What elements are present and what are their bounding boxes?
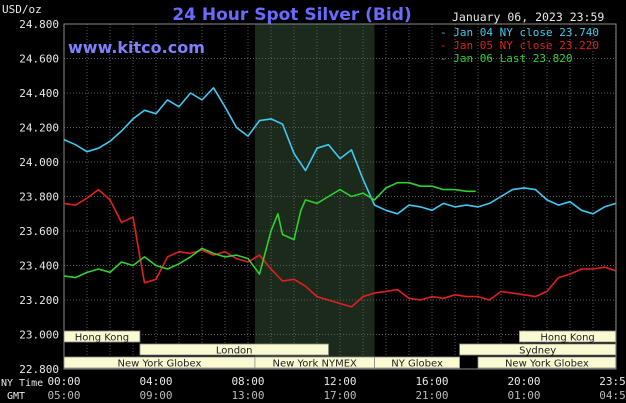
session-label: London [216,346,253,357]
x-tick-label-ny: 16:00 [415,375,448,388]
y-tick-label: 24.600 [19,53,59,66]
x-tick-label-ny: 12:00 [323,375,356,388]
y-unit-label: USD/oz [2,3,42,16]
x-tick-label-gmt: 17:00 [323,389,356,402]
x-tick-label-gmt: 01:00 [507,389,540,402]
y-tick-labels: 22.800 23.000 23.200 23.400 23.600 23.800 24.0… [19,18,59,376]
x-tick-label-ny: 00:00 [47,375,80,388]
x-tick-label-gmt: 13:00 [231,389,264,402]
session-rect [519,330,617,343]
session-label: New York NYMEX [273,359,358,370]
y-tick-label: 23.400 [19,260,59,273]
session-label: Hong Kong [540,333,594,344]
session-box: Hong Kong [519,330,617,344]
session-label: Sydney [519,346,556,357]
session-box: New York NYMEX [254,356,375,370]
legend: - Jan 04 NY close 23.740- Jan 05 NY clos… [440,26,599,65]
session-rect [477,356,617,369]
legend-entry: - Jan 06 Last 23.820 [440,52,572,65]
series-line [63,181,476,279]
session-label: New York Globex [505,359,589,370]
x-tick-label-gmt: 09:00 [139,389,172,402]
x-tick-label-ny: 08:00 [231,375,264,388]
session-label: Hong Kong [75,333,129,344]
legend-entry: - Jan 05 NY close 23.220 [440,39,599,52]
x-tick-label-gmt: 21:00 [415,389,448,402]
grid-lines [63,23,617,370]
timestamp: January 06, 2023 23:59 [452,10,604,24]
y-tick-label: 23.200 [19,294,59,307]
session-rect [459,343,617,356]
x-tick-label-ny: 20:00 [507,375,540,388]
plot-border [63,23,617,370]
session-rect [374,356,460,369]
nymex-highlight [254,24,375,369]
series-line [63,188,617,308]
kitco-watermark: www.kitco.com [68,38,205,57]
x-tick-label-gmt: 04:59 [599,389,626,402]
session-rect [63,330,141,343]
trading-sessions: Hong Kong Hong Kong London Sydney New York G… [63,330,617,370]
series-line [63,87,617,215]
session-box: London [139,343,329,357]
x-tick-label-ny: 23:59 [599,375,626,388]
y-tick-label: 23.000 [19,329,59,342]
y-tick-label: 22.800 [19,363,59,376]
ny-time-label: NY Time [1,378,43,389]
y-tick-label: 23.600 [19,225,59,238]
session-label: NY Globex [391,359,443,370]
y-tick-label: 24.800 [19,18,59,31]
x-tick-label-ny: 04:00 [139,375,172,388]
session-rect [139,343,329,356]
x-tick-label-gmt: 05:00 [47,389,80,402]
chart-title: 24 Hour Spot Silver (Bid) [172,5,411,25]
y-tick-label: 24.200 [19,122,59,135]
session-box: NY Globex [374,356,460,370]
y-tick-label: 24.400 [19,87,59,100]
session-box: New York Globex [63,356,256,370]
gmt-label: GMT [7,391,25,402]
y-tick-label: 24.000 [19,156,59,169]
session-box: New York Globex [477,356,617,370]
price-series [63,87,617,308]
session-label: New York Globex [118,359,202,370]
session-box: Hong Kong [63,330,141,344]
session-box: Sydney [459,343,617,357]
legend-entry: - Jan 04 NY close 23.740 [440,26,599,39]
y-tick-label: 23.800 [19,191,59,204]
